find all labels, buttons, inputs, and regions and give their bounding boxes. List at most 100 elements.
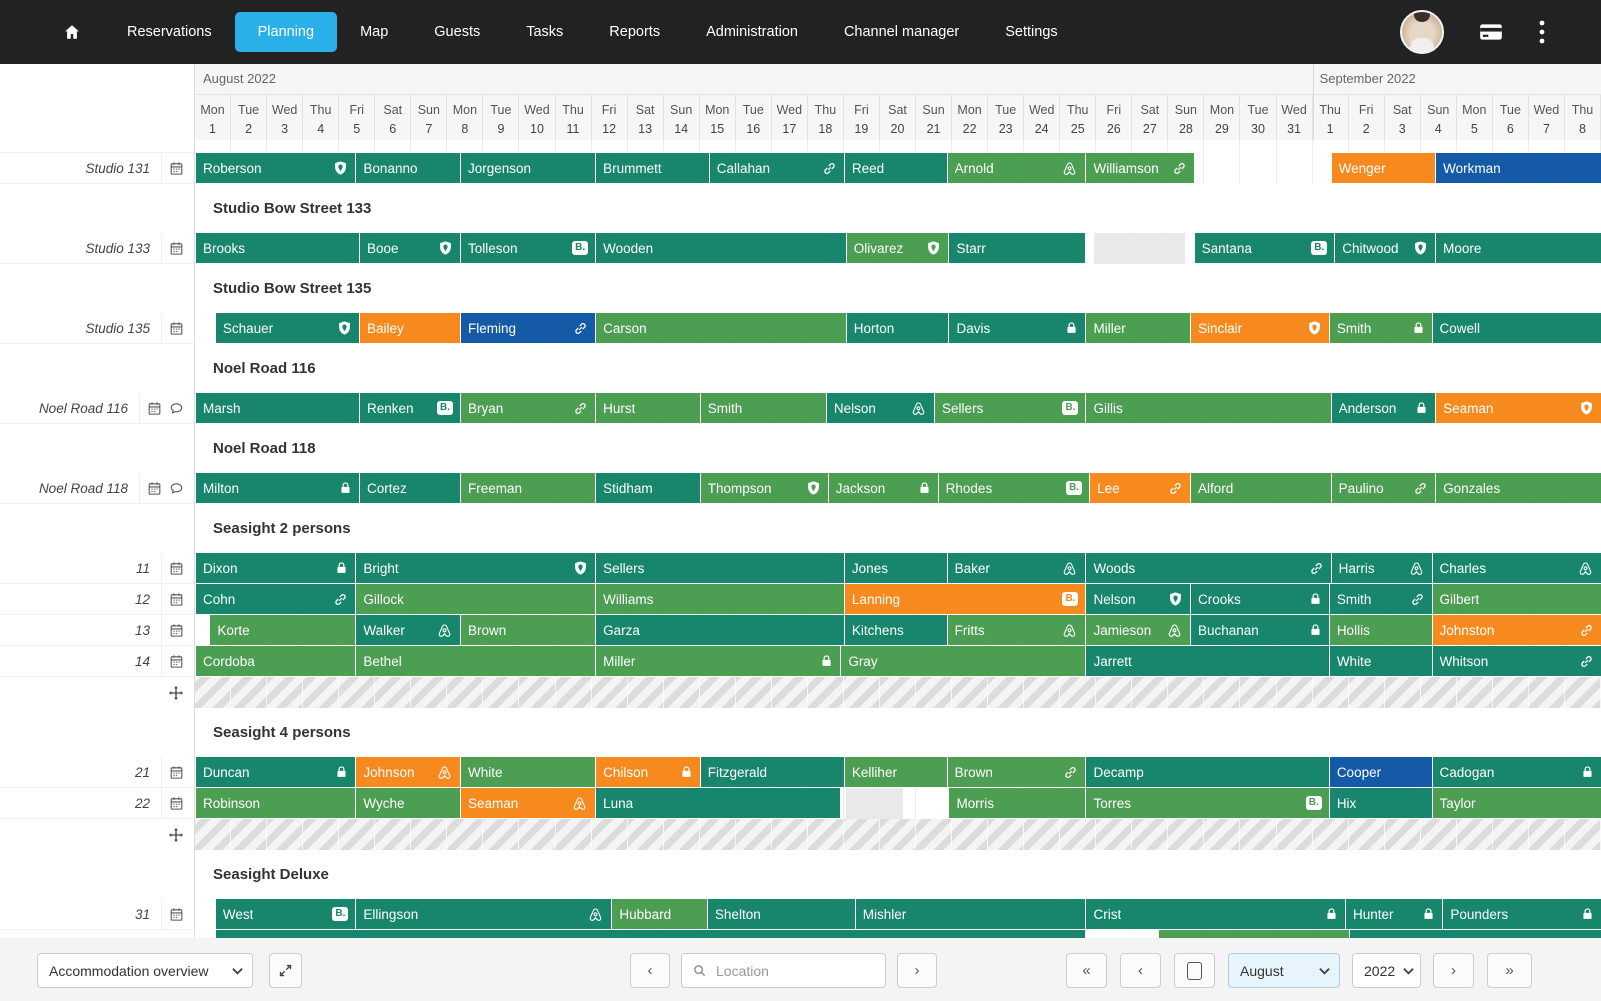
drag-handle-icon[interactable] [168, 685, 184, 701]
reservation-bar-cohn[interactable]: Cohn [195, 584, 356, 614]
day-cell[interactable] [1529, 140, 1565, 153]
day-cell[interactable] [1493, 677, 1529, 708]
reservation-bar-seaman[interactable]: Seaman [459, 788, 596, 818]
calendar-icon[interactable] [169, 321, 184, 336]
prev-month-button[interactable]: ‹ [1120, 953, 1161, 988]
day-cell[interactable] [844, 819, 880, 850]
day-cell[interactable] [556, 140, 592, 153]
day-cell[interactable] [772, 140, 808, 153]
reservation-bar-miller[interactable]: Miller [595, 646, 841, 676]
day-cell[interactable] [700, 677, 736, 708]
day-cell[interactable] [844, 140, 880, 153]
reservation-bar-arnold[interactable]: Arnold [946, 153, 1086, 183]
reservation-bar-pounders[interactable]: Pounders [1442, 899, 1601, 929]
day-cell[interactable] [1421, 819, 1457, 850]
day-cell[interactable] [808, 140, 844, 153]
nav-item-channel-manager[interactable]: Channel manager [843, 24, 960, 40]
reservation-bar-white[interactable]: White [459, 757, 596, 787]
calendar-icon[interactable] [169, 796, 184, 811]
reservation-bar-whitson[interactable]: Whitson [1431, 646, 1601, 676]
day-cell[interactable] [339, 677, 376, 708]
day-cell[interactable] [303, 819, 340, 850]
next-month-button[interactable]: › [1433, 953, 1474, 988]
day-cell[interactable] [231, 819, 268, 850]
day-cell[interactable] [1060, 233, 1097, 264]
reservation-bar-brown[interactable]: Brown [459, 615, 596, 645]
day-cell[interactable] [1349, 140, 1385, 153]
chat-icon[interactable] [169, 481, 184, 496]
reservation-bar-brummett[interactable]: Brummett [595, 153, 709, 183]
reservation-bar-nelson[interactable]: Nelson [1085, 584, 1190, 614]
calendar-icon[interactable] [147, 481, 162, 496]
day-cell[interactable] [1313, 140, 1349, 153]
day-cell[interactable] [1168, 677, 1205, 708]
reservation-bar-rhodes[interactable]: Rhodes B. [937, 473, 1090, 503]
nav-item-planning[interactable]: Planning [234, 12, 338, 52]
reservation-bar-bonanno[interactable]: Bonanno [355, 153, 460, 183]
calendar-icon[interactable] [169, 654, 184, 669]
day-cell[interactable] [880, 677, 917, 708]
reservation-bar-reed[interactable]: Reed [843, 153, 947, 183]
reservation-bar-bright[interactable]: Bright [355, 553, 596, 583]
day-cell[interactable] [808, 819, 844, 850]
reservation-bar-hurst[interactable]: Hurst [595, 393, 700, 423]
reservation-bar-davis[interactable]: Davis [948, 313, 1086, 343]
day-cell[interactable] [1024, 819, 1061, 850]
day-cell[interactable] [772, 819, 808, 850]
day-cell[interactable] [988, 140, 1025, 153]
day-cell[interactable] [1349, 677, 1385, 708]
day-cell[interactable] [447, 140, 484, 153]
reservation-bar-cadogan[interactable]: Cadogan [1431, 757, 1601, 787]
today-button[interactable] [1174, 953, 1215, 988]
reservation-bar-hunter[interactable]: Hunter [1345, 899, 1443, 929]
nav-item-guests[interactable]: Guests [434, 24, 481, 40]
day-cell[interactable] [447, 819, 484, 850]
day-cell[interactable] [952, 677, 989, 708]
reservation-bar-jones[interactable]: Jones [843, 553, 947, 583]
reservation-bar-bryan[interactable]: Bryan [459, 393, 596, 423]
day-cell[interactable] [916, 819, 953, 850]
day-cell[interactable] [1096, 819, 1133, 850]
reservation-bar-workman[interactable]: Workman [1435, 153, 1601, 183]
day-cell[interactable] [1421, 140, 1457, 153]
reservation-bar-walker[interactable]: Walker [355, 615, 460, 645]
reservation-bar-mishler[interactable]: Mishler [854, 899, 1086, 929]
reservation-bar-crist[interactable]: Crist [1085, 899, 1346, 929]
reservation-bar-roberson[interactable]: Roberson [195, 153, 356, 183]
day-cell[interactable] [1277, 819, 1313, 850]
reservation-bar-santana[interactable]: Santana B. [1193, 233, 1335, 263]
day-cell[interactable] [1132, 677, 1169, 708]
day-cell[interactable] [1096, 140, 1133, 153]
reservation-bar-booe[interactable]: Booe [359, 233, 460, 263]
day-cell[interactable] [1240, 819, 1277, 850]
nav-item-tasks[interactable]: Tasks [526, 24, 564, 40]
day-cell[interactable] [1096, 233, 1133, 264]
reservation-bar-cortez[interactable]: Cortez [359, 473, 460, 503]
day-cell[interactable] [1277, 153, 1313, 184]
day-cell[interactable] [267, 819, 304, 850]
calendar-icon[interactable] [169, 561, 184, 576]
reservation-bar-gillock[interactable]: Gillock [355, 584, 596, 614]
nav-item-settings[interactable]: Settings [1005, 24, 1058, 40]
day-cell[interactable] [988, 819, 1025, 850]
reservation-bar[interactable] [1348, 930, 1601, 938]
reservation-bar-jamieson[interactable]: Jamieson [1085, 615, 1190, 645]
reservation-bar-torres[interactable]: Torres B. [1085, 788, 1329, 818]
day-cell[interactable] [1529, 677, 1565, 708]
reservation-bar-sinclair[interactable]: Sinclair [1190, 313, 1329, 343]
day-cell[interactable] [736, 819, 772, 850]
day-cell[interactable] [808, 788, 844, 819]
reservation-bar[interactable] [214, 930, 1086, 938]
reservation-bar-moore[interactable]: Moore [1435, 233, 1601, 263]
reservation-bar-jarrett[interactable]: Jarrett [1085, 646, 1329, 676]
day-cell[interactable] [844, 677, 880, 708]
reservation-bar-wyche[interactable]: Wyche [355, 788, 460, 818]
day-cell[interactable] [519, 140, 556, 153]
location-search-input[interactable] [714, 961, 868, 980]
day-cell[interactable] [1421, 677, 1457, 708]
reservation-bar-west[interactable]: West B. [214, 899, 356, 929]
day-cell[interactable] [592, 819, 628, 850]
view-select[interactable]: Accommodation overview [37, 953, 253, 988]
kebab-menu-icon[interactable] [1538, 19, 1546, 45]
day-cell[interactable] [303, 677, 340, 708]
